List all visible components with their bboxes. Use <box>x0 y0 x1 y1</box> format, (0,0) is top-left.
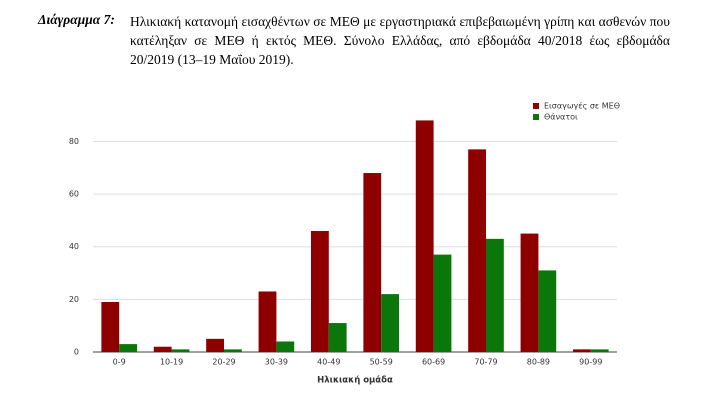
bar <box>520 233 539 352</box>
bar <box>572 349 591 352</box>
x-tick-label: 90-99 <box>579 358 602 367</box>
x-tick-label: 20-29 <box>212 358 235 367</box>
x-tick-label: 60-69 <box>422 358 445 367</box>
y-tick-label: 80 <box>69 137 79 146</box>
y-tick-label: 60 <box>69 190 79 199</box>
x-tick-label: 50-59 <box>370 358 393 367</box>
x-tick-label: 0-9 <box>113 358 126 367</box>
bar <box>415 120 434 352</box>
bar <box>206 338 224 352</box>
bar <box>224 349 242 352</box>
bar <box>101 302 120 352</box>
y-tick-label: 20 <box>69 295 79 304</box>
legend-swatch <box>533 103 539 109</box>
legend-swatch <box>533 114 539 120</box>
x-tick-label: 30-39 <box>265 358 288 367</box>
bar <box>171 349 190 352</box>
bar <box>433 254 452 352</box>
bar <box>258 291 277 352</box>
x-tick-label: 10-19 <box>160 358 183 367</box>
x-tick-label: 40-49 <box>317 358 340 367</box>
bar <box>363 173 382 352</box>
bar <box>381 294 400 352</box>
x-axis-label: Ηλικιακή ομάδα <box>317 376 393 386</box>
bar <box>119 344 138 352</box>
y-tick-label: 40 <box>69 242 79 251</box>
bar <box>486 238 504 352</box>
bar <box>328 323 347 352</box>
bar <box>276 341 295 352</box>
y-tick-label: 0 <box>74 348 79 357</box>
caption-label: Διάγραμμα 7: <box>38 12 115 27</box>
x-tick-label: 70-79 <box>474 358 497 367</box>
bar <box>590 349 609 352</box>
legend-label: Εισαγωγές σε ΜΕΘ <box>544 101 620 111</box>
x-tick-label: 80-89 <box>527 358 550 367</box>
bar <box>153 346 172 352</box>
legend-label: Θάνατοι <box>544 113 578 122</box>
bar <box>538 270 557 352</box>
caption-text: Ηλικιακή κατανομή εισαχθέντων σε ΜΕΘ με … <box>130 14 670 67</box>
bar <box>468 149 486 352</box>
bar <box>310 230 329 352</box>
